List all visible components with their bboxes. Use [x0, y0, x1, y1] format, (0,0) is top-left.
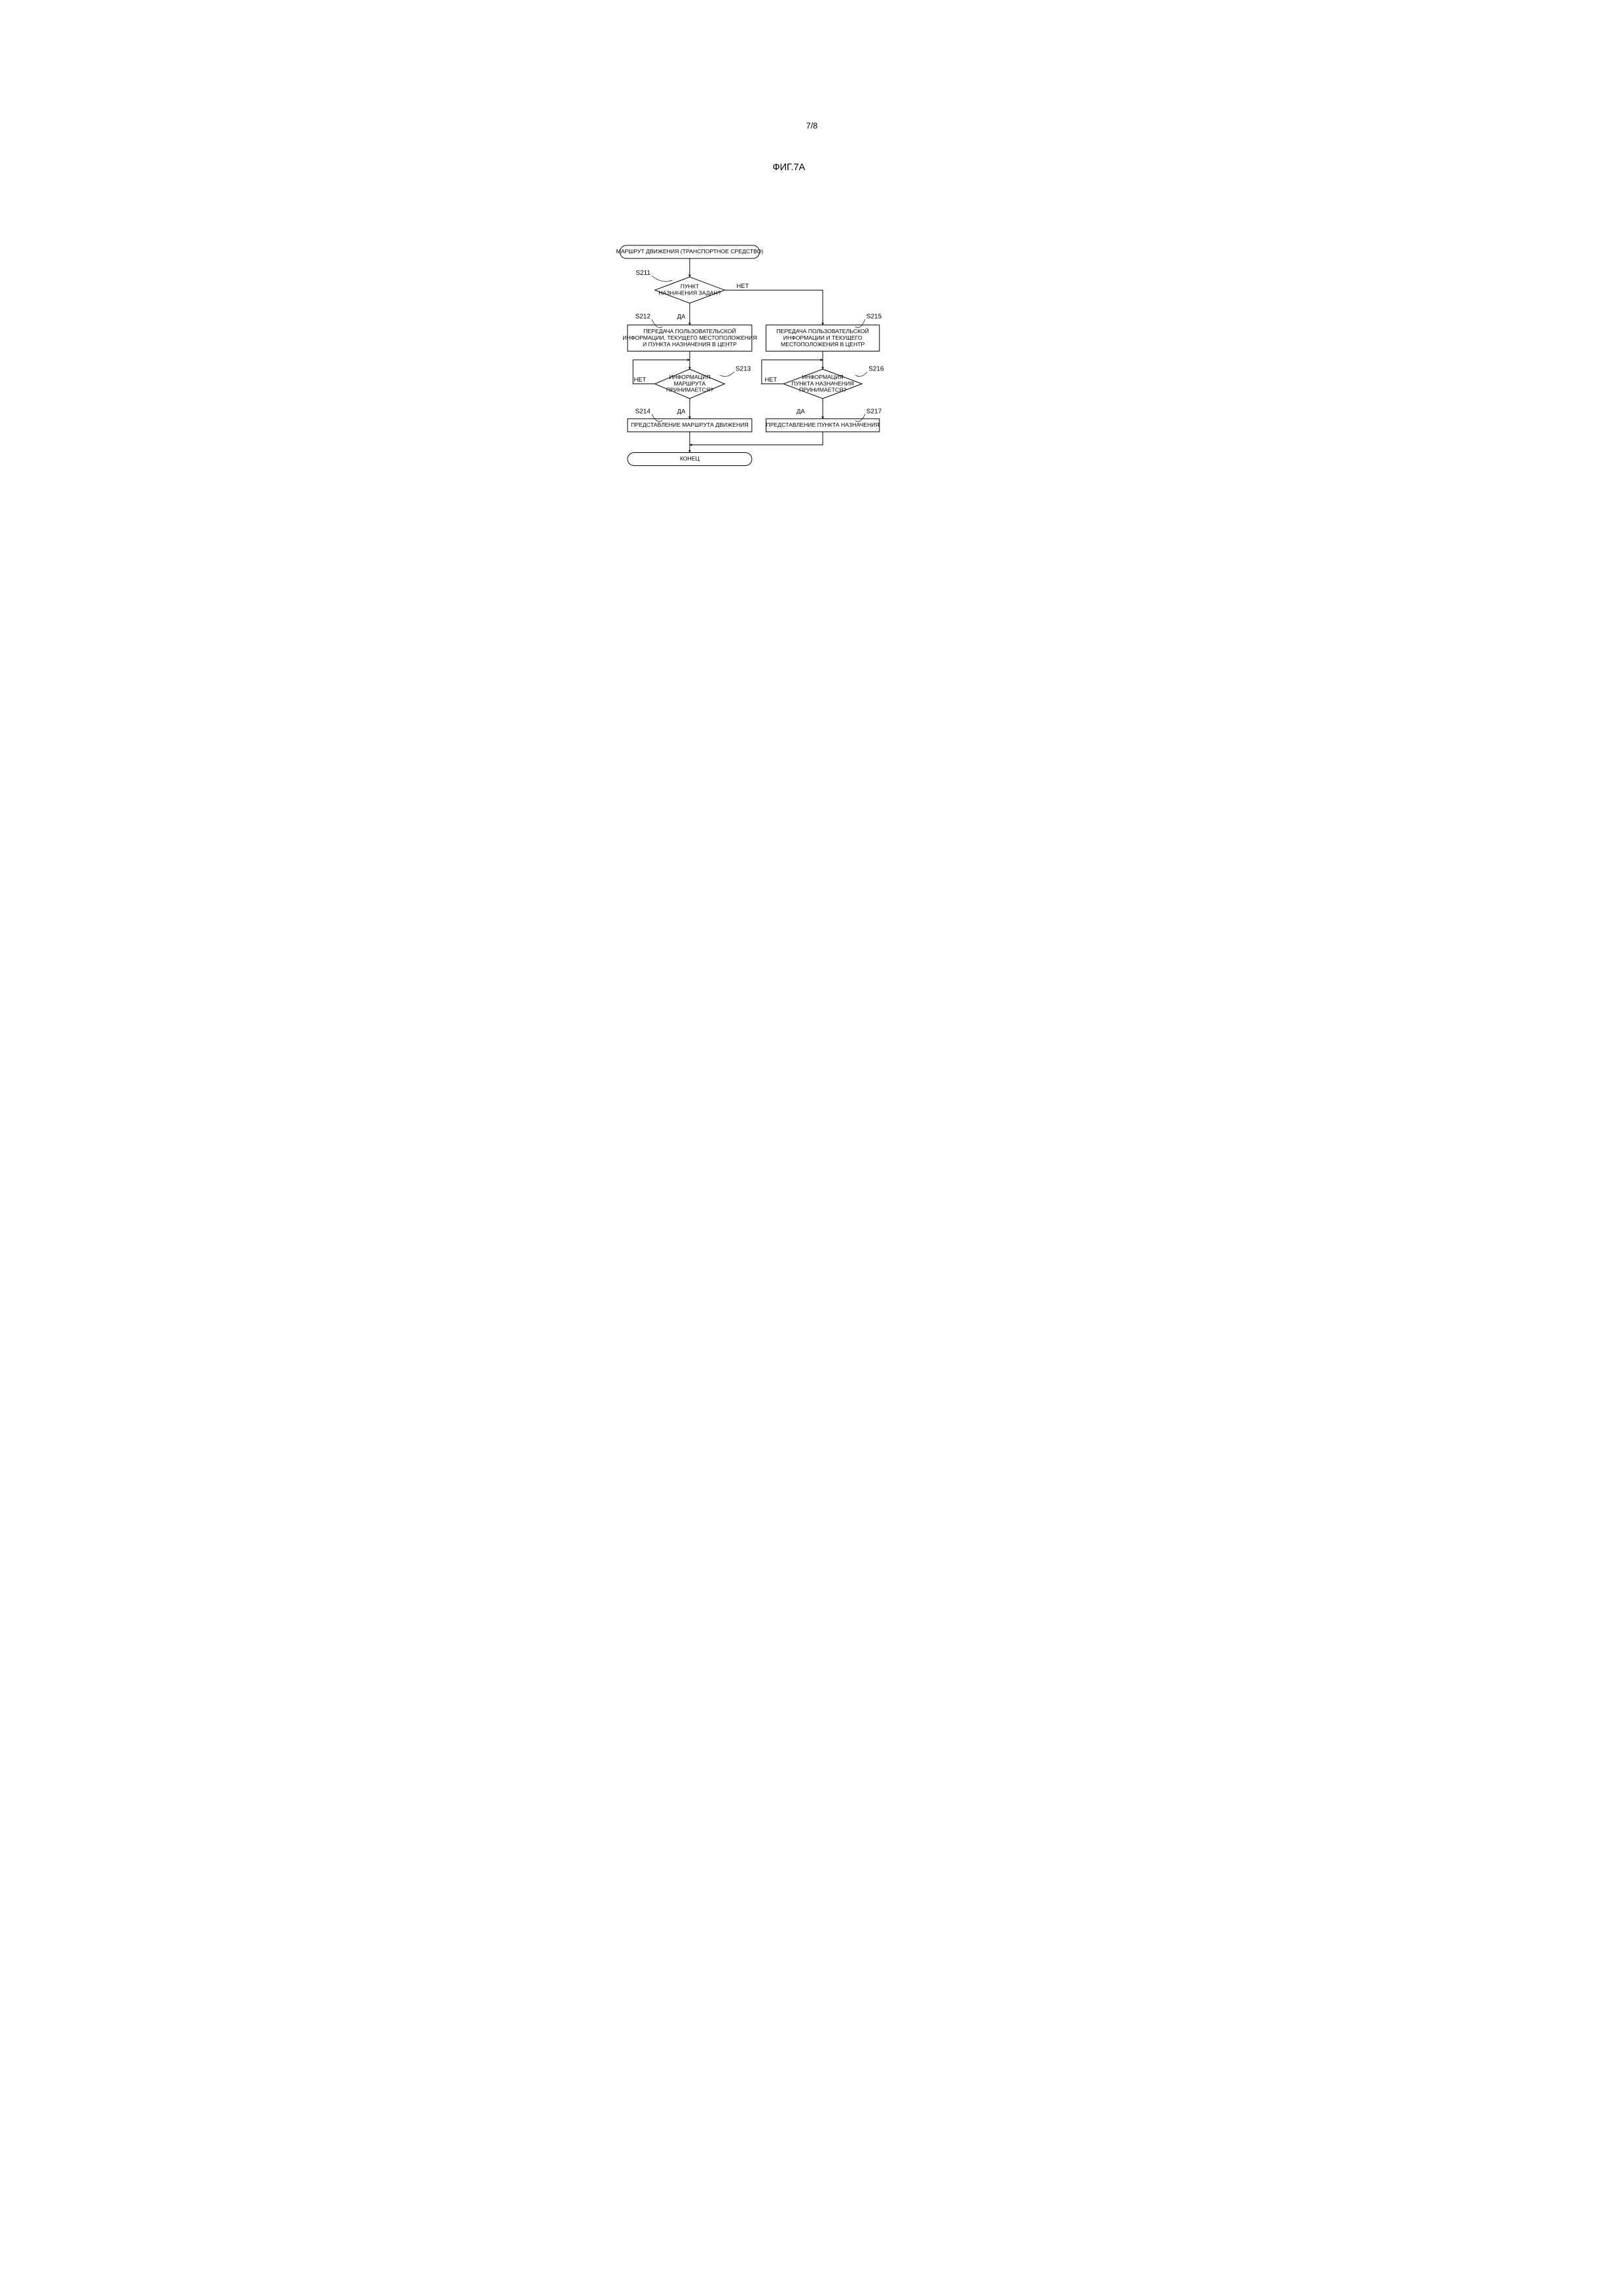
label-S217: S217: [866, 408, 882, 415]
edge-label-8: ДА: [796, 408, 805, 414]
label-S216: S216: [868, 366, 884, 373]
edge-label-9: НЕТ: [764, 376, 777, 383]
svg-text:ПЕРЕДАЧА ПОЛЬЗОВАТЕЛЬСКОЙ: ПЕРЕДАЧА ПОЛЬЗОВАТЕЛЬСКОЙ: [776, 327, 868, 334]
svg-text:КОНЕЦ: КОНЕЦ: [679, 456, 700, 462]
edge-label-4: ДА: [677, 408, 685, 414]
label-S215: S215: [866, 314, 882, 321]
svg-text:ИНФОРМАЦИЯ: ИНФОРМАЦИЯ: [802, 374, 843, 380]
edge-label-2: НЕТ: [736, 283, 749, 289]
svg-text:ПРИНИМАЕТСЯ?: ПРИНИМАЕТСЯ?: [666, 387, 713, 393]
svg-text:ПУНКТ: ПУНКТ: [680, 283, 699, 290]
svg-text:ПУНКТА НАЗНАЧЕНИЯ: ПУНКТА НАЗНАЧЕНИЯ: [791, 380, 853, 387]
svg-text:ИНФОРМАЦИЯ: ИНФОРМАЦИЯ: [669, 374, 710, 380]
svg-text:НАЗНАЧЕНИЯ ЗАДАН?: НАЗНАЧЕНИЯ ЗАДАН?: [658, 289, 721, 296]
edge-label-5: НЕТ: [633, 376, 646, 383]
page-number: 7/8: [806, 122, 817, 131]
label-S214: S214: [635, 408, 651, 415]
node-start: МАРШРУТ ДВИЖЕНИЯ (ТРАНСПОРТНОЕ СРЕДСТВО): [616, 245, 763, 259]
svg-text:ПРИНИМАЕТСЯ?: ПРИНИМАЕТСЯ?: [799, 387, 846, 393]
figure-title: ФИГ.7A: [772, 162, 805, 173]
svg-text:ИНФОРМАЦИИ, ТЕКУЩЕГО МЕСТОПОЛО: ИНФОРМАЦИИ, ТЕКУЩЕГО МЕСТОПОЛОЖЕНИЯ: [622, 334, 757, 341]
leader-S211: [651, 276, 671, 281]
edge-2: [724, 290, 823, 325]
node-p214: ПРЕДСТАВЛЕНИЕ МАРШРУТА ДВИЖЕНИЯ: [627, 419, 751, 432]
label-S213: S213: [735, 366, 751, 373]
label-S212: S212: [635, 314, 651, 321]
svg-text:ПЕРЕДАЧА ПОЛЬЗОВАТЕЛЬСКОЙ: ПЕРЕДАЧА ПОЛЬЗОВАТЕЛЬСКОЙ: [643, 327, 736, 334]
svg-text:ПРЕДСТАВЛЕНИЕ МАРШРУТА ДВИЖЕНИ: ПРЕДСТАВЛЕНИЕ МАРШРУТА ДВИЖЕНИЯ: [631, 422, 748, 428]
leader-S213: [720, 372, 734, 376]
label-S211: S211: [635, 270, 651, 277]
svg-text:ИНФОРМАЦИИ И ТЕКУЩЕГО: ИНФОРМАЦИИ И ТЕКУЩЕГО: [783, 334, 862, 341]
node-d211: ПУНКТНАЗНАЧЕНИЯ ЗАДАН?: [654, 277, 724, 303]
svg-text:МАРШРУТА: МАРШРУТА: [673, 380, 705, 387]
node-d213: ИНФОРМАЦИЯМАРШРУТАПРИНИМАЕТСЯ?: [654, 369, 724, 399]
svg-text:И ПУНКТА НАЗНАЧЕНИЯ В ЦЕНТР: И ПУНКТА НАЗНАЧЕНИЯ В ЦЕНТР: [643, 341, 737, 348]
node-d216: ИНФОРМАЦИЯПУНКТА НАЗНАЧЕНИЯПРИНИМАЕТСЯ?: [783, 369, 862, 399]
edge-10: [689, 432, 822, 445]
svg-text:ПРЕДСТАВЛЕНИЕ ПУНКТА НАЗНАЧЕНИ: ПРЕДСТАВЛЕНИЕ ПУНКТА НАЗНАЧЕНИЯ: [766, 422, 879, 428]
svg-text:МЕСТОПОЛОЖЕНИЯ В ЦЕНТР: МЕСТОПОЛОЖЕНИЯ В ЦЕНТР: [781, 341, 865, 348]
node-end: КОНЕЦ: [627, 452, 751, 465]
node-p215: ПЕРЕДАЧА ПОЛЬЗОВАТЕЛЬСКОЙИНФОРМАЦИИ И ТЕ…: [766, 325, 879, 351]
node-p212: ПЕРЕДАЧА ПОЛЬЗОВАТЕЛЬСКОЙИНФОРМАЦИИ, ТЕК…: [622, 325, 757, 351]
svg-text:МАРШРУТ ДВИЖЕНИЯ (ТРАНСПОРТНОЕ: МАРШРУТ ДВИЖЕНИЯ (ТРАНСПОРТНОЕ СРЕДСТВО): [616, 248, 763, 255]
edge-label-1: ДА: [677, 314, 685, 320]
flowchart-figure: 7/8 ФИГ.7A ДА НЕТ ДА НЕТ ДА НЕТ МАРШРУТ ДВИЖЕ…: [541, 0, 1082, 765]
node-p217: ПРЕДСТАВЛЕНИЕ ПУНКТА НАЗНАЧЕНИЯ: [766, 419, 879, 432]
leader-S216: [855, 372, 867, 376]
